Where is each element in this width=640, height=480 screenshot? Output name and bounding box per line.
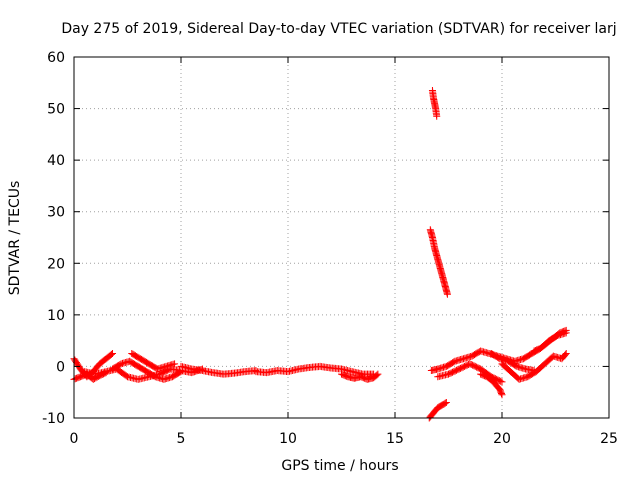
- data-point: [498, 391, 506, 399]
- y-axis-label: SDTVAR / TECUs: [7, 181, 23, 296]
- data-point: [562, 326, 570, 334]
- x-tick-label: 0: [70, 431, 79, 447]
- data-point: [433, 112, 441, 120]
- x-axis-label: GPS time / hours: [281, 458, 398, 474]
- series-track-d: [109, 357, 185, 383]
- y-tick-label: 10: [47, 308, 65, 324]
- data-point: [107, 350, 115, 358]
- y-tick-label: -10: [42, 411, 65, 427]
- series-track-k: [425, 399, 450, 422]
- y-tick-label: 60: [47, 50, 65, 66]
- data-point: [443, 290, 451, 298]
- data-point: [171, 360, 179, 368]
- y-tick-label: 50: [47, 102, 65, 118]
- data-point: [561, 327, 569, 335]
- series-track-j: [426, 226, 451, 298]
- data-point: [176, 368, 184, 376]
- data-point: [498, 378, 506, 386]
- series-track-p: [487, 350, 538, 375]
- series-track-f: [177, 362, 260, 378]
- x-tick-label: 20: [493, 431, 511, 447]
- data-point: [374, 370, 382, 378]
- series-track-n: [477, 370, 506, 399]
- y-tick-label: 30: [47, 205, 65, 221]
- x-tick-label: 25: [600, 431, 618, 447]
- plot-frame: [73, 56, 610, 419]
- y-tick-label: 20: [47, 256, 65, 272]
- data-point: [561, 351, 569, 359]
- series-track-e: [128, 350, 179, 373]
- data-point: [497, 390, 505, 398]
- data-point: [497, 377, 505, 385]
- x-tick-label: 10: [279, 431, 297, 447]
- series-track-h: [338, 370, 382, 383]
- y-axis-ticks: -10 0 10 20 30 40 50 60: [42, 50, 609, 427]
- data-point: [442, 399, 450, 407]
- x-axis-ticks: 0 5 10 15 20 25: [70, 57, 618, 447]
- series-track-m: [434, 360, 506, 386]
- series-track-a: [70, 350, 117, 381]
- series-track-q: [530, 326, 570, 355]
- data-point: [562, 350, 570, 358]
- data-point: [109, 350, 117, 358]
- y-tick-label: 0: [56, 359, 65, 375]
- y-tick-label: 40: [47, 153, 65, 169]
- x-tick-label: 15: [386, 431, 404, 447]
- data-points: [70, 87, 570, 422]
- series-track-l: [427, 329, 570, 375]
- data-point: [373, 371, 381, 379]
- series-track-i: [428, 87, 441, 120]
- data-point: [530, 367, 538, 375]
- series-track-g: [252, 362, 378, 378]
- data-point: [441, 399, 449, 407]
- x-tick-label: 5: [177, 431, 186, 447]
- chart-title: Day 275 of 2019, Sidereal Day-to-day VTE…: [61, 21, 616, 37]
